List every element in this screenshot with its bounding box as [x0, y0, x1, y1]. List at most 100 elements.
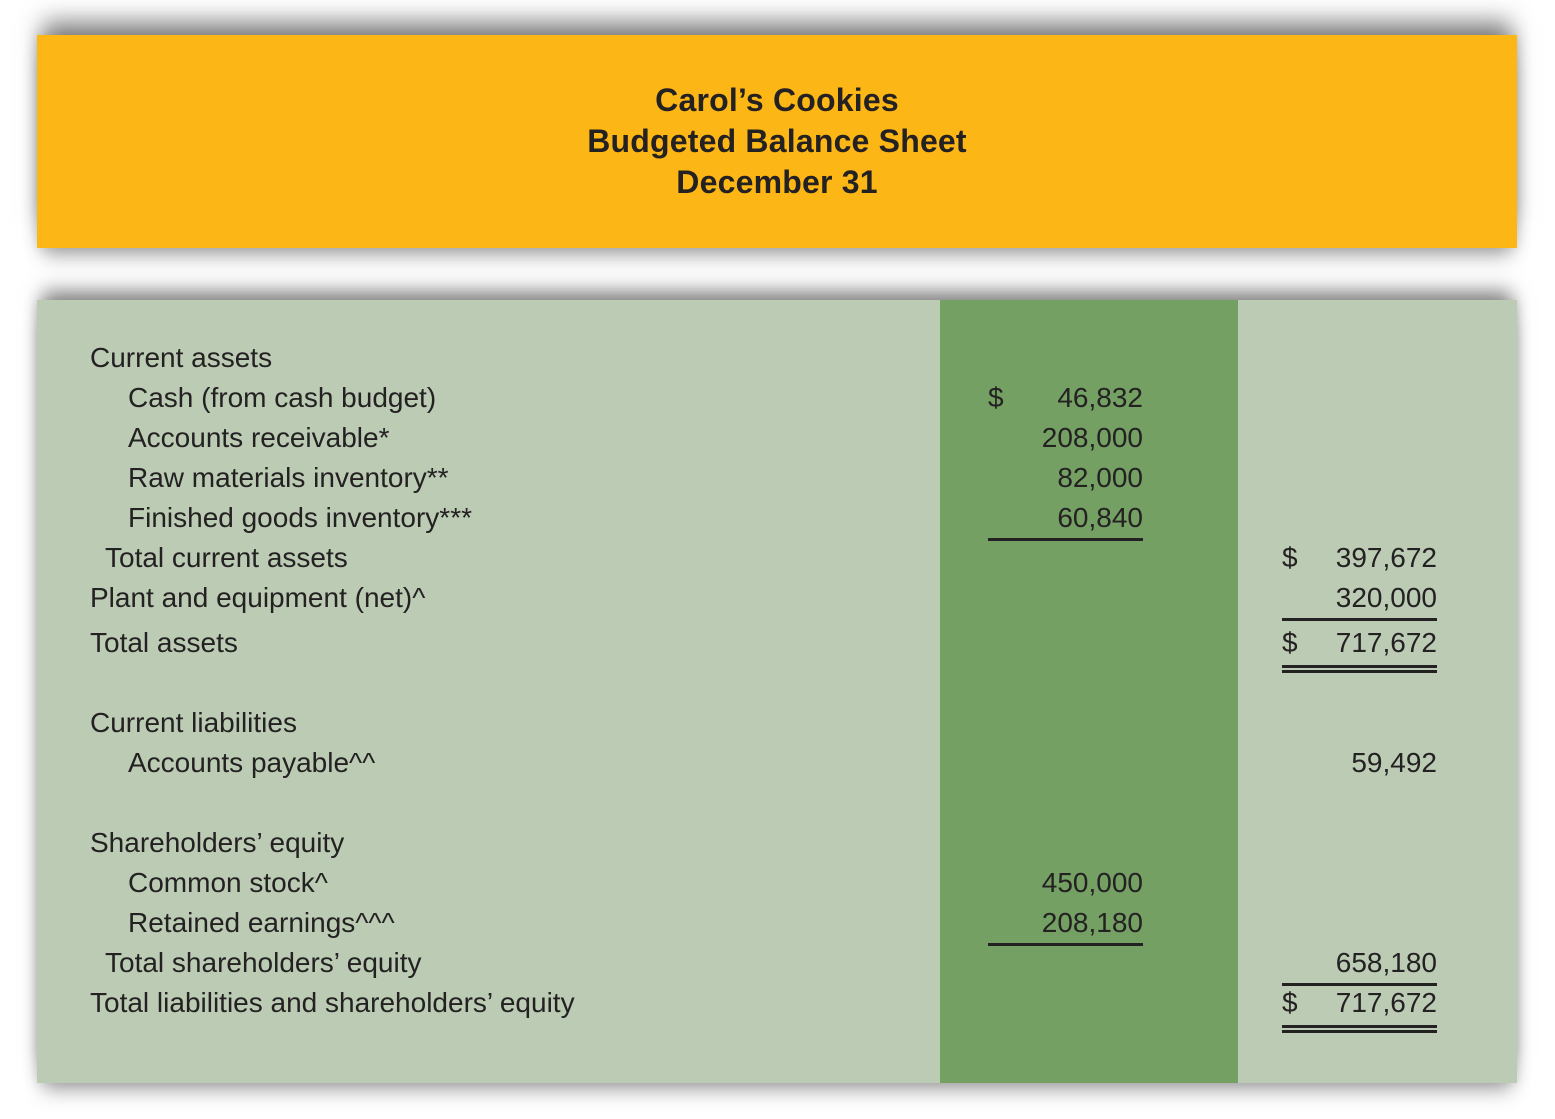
- row-label: Raw materials inventory**: [128, 462, 449, 493]
- detail-amount-cell: [940, 578, 1238, 618]
- total-amount-cell: [1238, 863, 1517, 903]
- amount: $717,672: [1282, 986, 1437, 1033]
- row-label: Total current assets: [105, 542, 348, 573]
- balance-sheet-rows: Current assets Cash (from cash budget) $46…: [37, 338, 1517, 1033]
- row-label: Cash (from cash budget): [128, 382, 437, 413]
- row-label: Common stock^: [128, 867, 328, 898]
- table-row: Total liabilities and shareholders’ equi…: [37, 983, 1517, 1033]
- currency-symbol: $: [988, 382, 1004, 413]
- amount-value: 717,672: [1335, 987, 1437, 1018]
- total-amount-cell: [1238, 458, 1517, 498]
- amount-value: 208,180: [1041, 907, 1143, 938]
- detail-amount-column-band: [940, 300, 1238, 1083]
- statement-date: December 31: [676, 164, 878, 200]
- amount: $46,832: [988, 381, 1143, 415]
- balance-sheet-table: Current assets Cash (from cash budget) $46…: [37, 300, 1517, 1083]
- total-amount-cell: [1238, 498, 1517, 538]
- total-amount-cell: [1238, 903, 1517, 943]
- table-row: Shareholders’ equity: [37, 823, 1517, 863]
- detail-amount-cell: [940, 538, 1238, 578]
- amount: 658,180: [1282, 946, 1437, 986]
- spacer-row: [37, 783, 1517, 823]
- row-label: Current liabilities: [90, 707, 297, 738]
- total-amount-cell: $397,672: [1238, 538, 1517, 578]
- amount: $717,672: [1282, 626, 1437, 673]
- amount: 59,492: [1282, 746, 1437, 780]
- row-label: Plant and equipment (net)^: [90, 582, 426, 613]
- amount: 450,000: [988, 866, 1143, 900]
- total-amount-cell: 59,492: [1238, 743, 1517, 783]
- detail-amount-cell: [940, 983, 1238, 1023]
- amount: 208,180: [988, 906, 1143, 946]
- total-amount-cell: [1238, 823, 1517, 863]
- detail-amount-cell: [940, 338, 1238, 378]
- total-amount-cell: $717,672: [1238, 983, 1517, 1033]
- currency-symbol: $: [1282, 987, 1298, 1018]
- amount-value: 59,492: [1351, 747, 1437, 778]
- detail-amount-cell: 450,000: [940, 863, 1238, 903]
- detail-amount-cell: [940, 943, 1238, 983]
- table-row: Current liabilities: [37, 703, 1517, 743]
- table-row: Total assets $717,672: [37, 623, 1517, 673]
- detail-amount-cell: [940, 623, 1238, 663]
- amount-value: 717,672: [1335, 627, 1437, 658]
- row-label: Total assets: [90, 627, 238, 658]
- statement-header-banner: Carol’s Cookies Budgeted Balance Sheet D…: [37, 35, 1517, 248]
- row-label: Accounts receivable*: [128, 422, 390, 453]
- amount: $397,672: [1282, 541, 1437, 575]
- currency-symbol: $: [1282, 627, 1298, 658]
- total-amount-cell: [1238, 663, 1517, 703]
- amount-value: 46,832: [1057, 382, 1143, 413]
- table-row: Accounts payable^^ 59,492: [37, 743, 1517, 783]
- table-row: Total current assets $397,672: [37, 538, 1517, 578]
- total-amount-cell: [1238, 783, 1517, 823]
- detail-amount-cell: 208,000: [940, 418, 1238, 458]
- total-amount-cell: $717,672: [1238, 623, 1517, 673]
- table-row: Total shareholders’ equity 658,180: [37, 943, 1517, 986]
- detail-amount-cell: [940, 743, 1238, 783]
- amount-value: 208,000: [1041, 422, 1143, 453]
- detail-amount-cell: 60,840: [940, 498, 1238, 541]
- table-row: Accounts receivable* 208,000: [37, 418, 1517, 458]
- company-name: Carol’s Cookies: [655, 82, 899, 118]
- row-label: Shareholders’ equity: [90, 827, 345, 858]
- detail-amount-cell: 82,000: [940, 458, 1238, 498]
- table-row: Finished goods inventory*** 60,840: [37, 498, 1517, 541]
- row-label: Retained earnings^^^: [128, 907, 395, 938]
- total-amount-cell: 320,000: [1238, 578, 1517, 621]
- statement-title: Budgeted Balance Sheet: [587, 123, 967, 159]
- table-row: Plant and equipment (net)^ 320,000: [37, 578, 1517, 621]
- total-amount-cell: [1238, 418, 1517, 458]
- detail-amount-cell: [940, 783, 1238, 823]
- amount-value: 82,000: [1057, 462, 1143, 493]
- amount-value: 450,000: [1041, 867, 1143, 898]
- row-label: Total liabilities and shareholders’ equi…: [90, 987, 575, 1018]
- detail-amount-cell: [940, 663, 1238, 703]
- total-amount-cell: [1238, 378, 1517, 418]
- table-row: Common stock^ 450,000: [37, 863, 1517, 903]
- table-row: Raw materials inventory** 82,000: [37, 458, 1517, 498]
- amount-value: 397,672: [1335, 542, 1437, 573]
- table-row: Cash (from cash budget) $46,832: [37, 378, 1517, 418]
- total-amount-cell: 658,180: [1238, 943, 1517, 986]
- amount-value: 658,180: [1335, 947, 1437, 978]
- amount: 208,000: [988, 421, 1143, 455]
- amount-value: 60,840: [1057, 502, 1143, 533]
- amount: 82,000: [988, 461, 1143, 495]
- row-label: Finished goods inventory***: [128, 502, 472, 533]
- detail-amount-cell: [940, 823, 1238, 863]
- detail-amount-cell: [940, 703, 1238, 743]
- currency-symbol: $: [1282, 542, 1298, 573]
- row-label: Total shareholders’ equity: [105, 947, 422, 978]
- total-amount-cell: [1238, 338, 1517, 378]
- total-amount-cell: [1238, 703, 1517, 743]
- amount: 60,840: [988, 501, 1143, 541]
- amount-value: 320,000: [1335, 582, 1437, 613]
- amount: 320,000: [1282, 581, 1437, 621]
- table-row: Current assets: [37, 338, 1517, 378]
- detail-amount-cell: 208,180: [940, 903, 1238, 946]
- row-label: Accounts payable^^: [128, 747, 376, 778]
- table-row: Retained earnings^^^ 208,180: [37, 903, 1517, 946]
- detail-amount-cell: $46,832: [940, 378, 1238, 418]
